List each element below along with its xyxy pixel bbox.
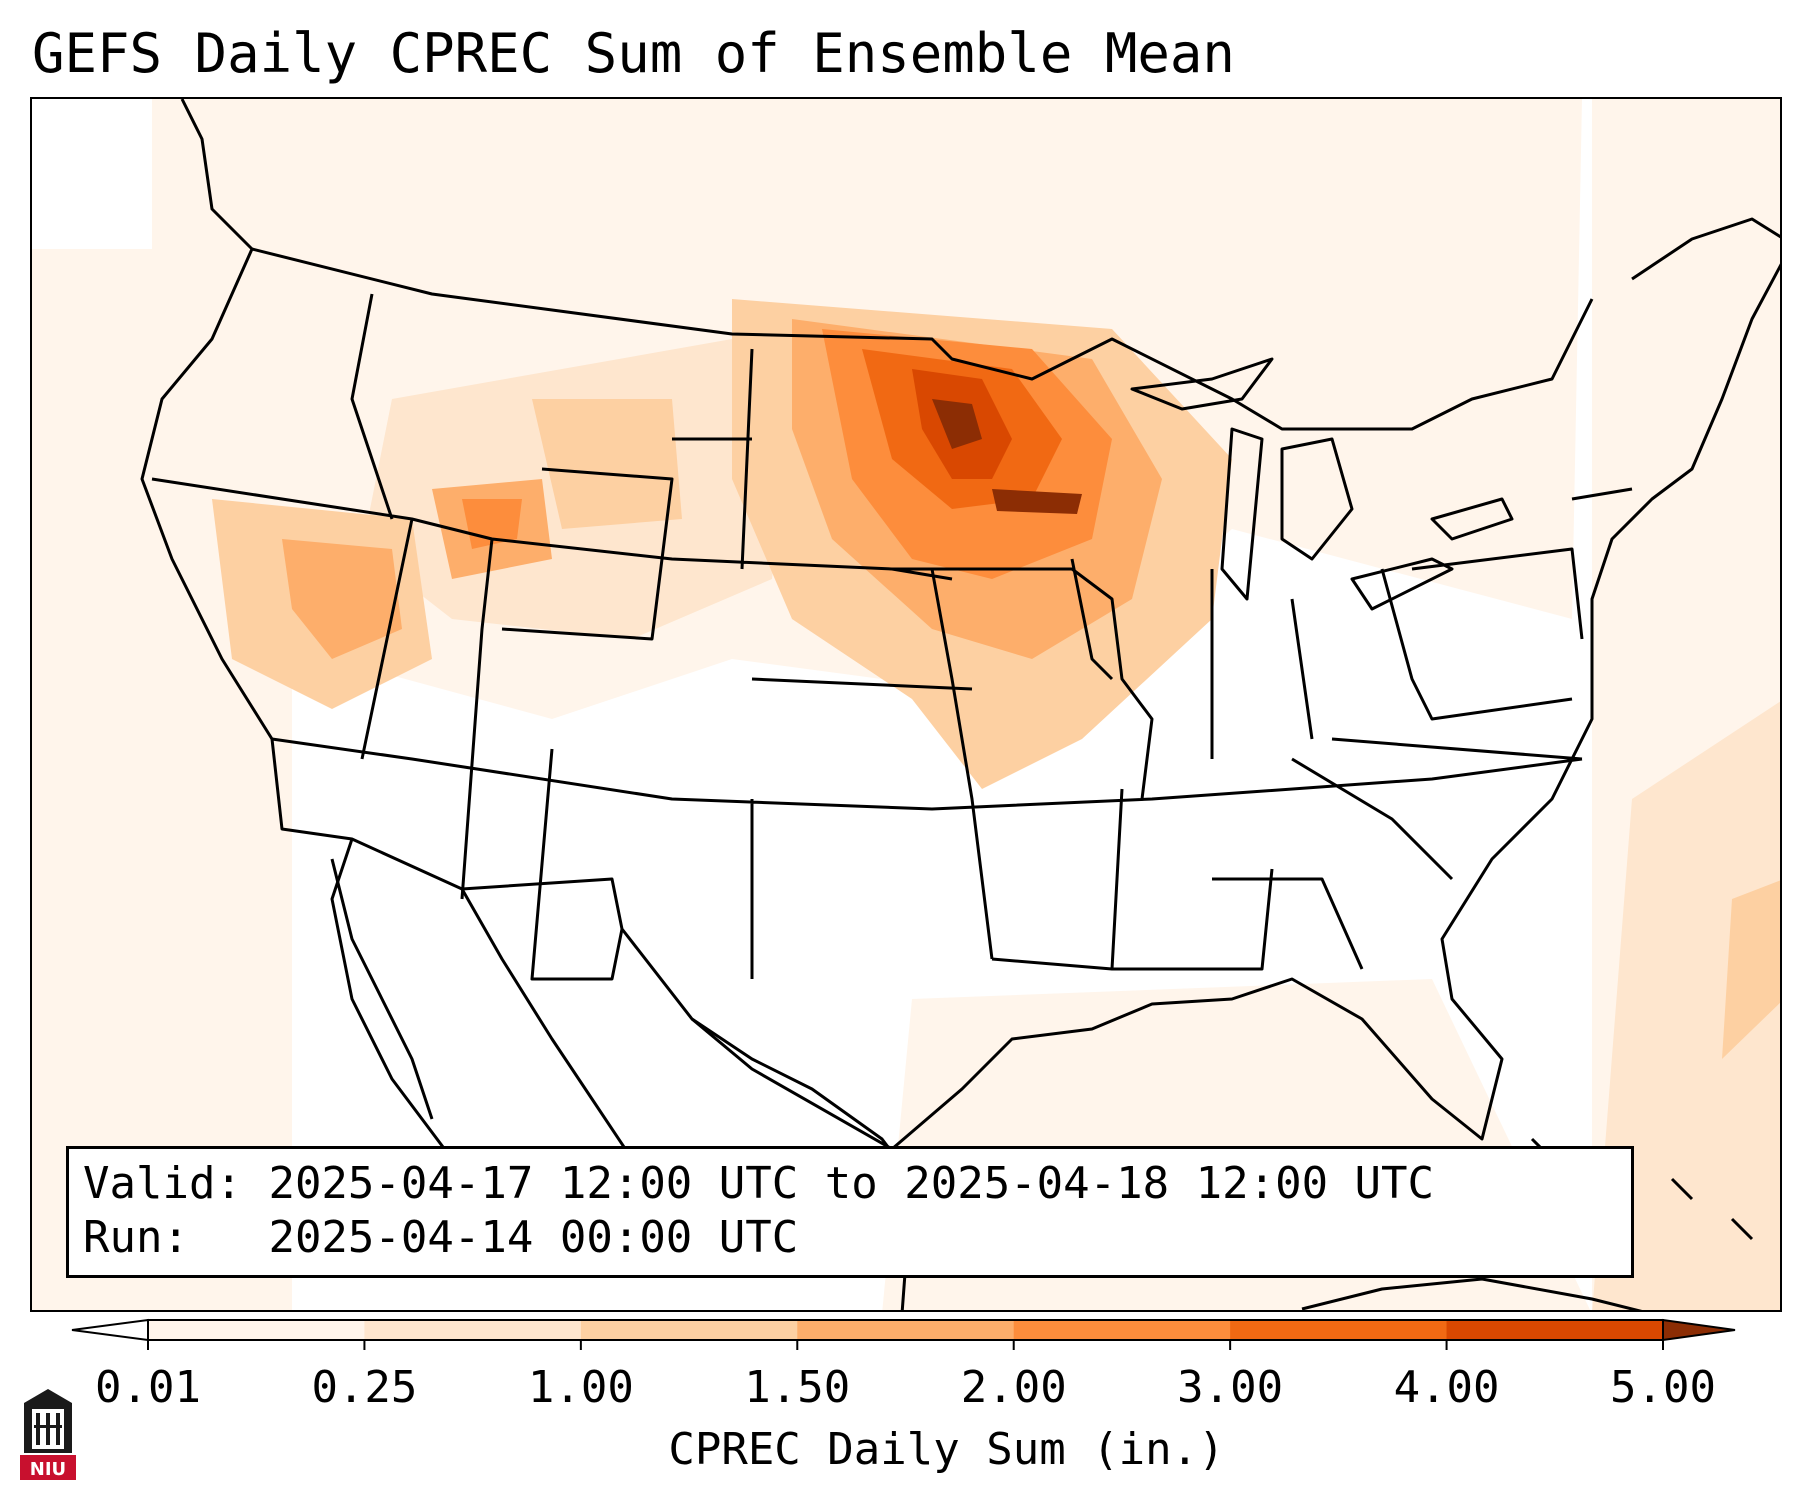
colorbar-label: CPREC Daily Sum (in.): [668, 1424, 1225, 1475]
valid-label: Valid:: [83, 1158, 242, 1209]
colorbar-segment: [1230, 1320, 1448, 1340]
precip-patch-nevada-core: [282, 539, 402, 659]
run-value: 2025-04-14 00:00 UTC: [268, 1212, 799, 1263]
colorbar-tick-label: 3.00: [1177, 1362, 1284, 1413]
precip-patch-atlantic-2: [1722, 880, 1780, 1059]
map-outlines: [140, 99, 1780, 1310]
colorbar-tick-label: 0.01: [95, 1362, 201, 1413]
svg-text:NIU: NIU: [30, 1459, 66, 1480]
colorbar-segments: [148, 1320, 1664, 1340]
colorbar-tick-label: 4.00: [1393, 1362, 1500, 1413]
niu-logo: NIU: [20, 1389, 76, 1480]
precip-patch-wyoming: [532, 399, 682, 529]
precip-region-midwest-max: [932, 399, 982, 449]
baja: [330, 858, 434, 1120]
colorbar-tick-label: 0.25: [311, 1362, 418, 1413]
precip-field-atlantic: [1592, 701, 1780, 1310]
colorbar-tick-label: 1.50: [744, 1362, 851, 1413]
precip-map: [32, 99, 1780, 1310]
state-lines: [151, 293, 1633, 981]
colorbar-tick-label: 2.00: [960, 1362, 1067, 1413]
map-panel: [30, 97, 1782, 1312]
colorbar-ticks: [147, 1340, 1664, 1350]
colorbar-segment: [1013, 1320, 1231, 1340]
colorbar-tick-label: 1.00: [527, 1362, 634, 1413]
colorbar-tick-label: 5.00: [1610, 1362, 1716, 1413]
colorbar-outline: [147, 1319, 1664, 1341]
canada-border: [251, 247, 1594, 431]
colorbar-segment: [148, 1320, 365, 1340]
colorbar-segment: [1446, 1320, 1664, 1340]
precip-region-iowa-max: [992, 489, 1082, 514]
nova-scotia: [1631, 217, 1780, 281]
chart-title: GEFS Daily CPREC Sum of Ensemble Mean: [32, 22, 1235, 85]
colorbar-segment: [580, 1320, 798, 1340]
colorbar-segment: [364, 1320, 582, 1340]
colorbar: [71, 1318, 1736, 1350]
cuba-outline: [1301, 1277, 1643, 1310]
us-outline: [140, 99, 1780, 1151]
valid-value: 2025-04-17 12:00 UTC to 2025-04-18 12:00…: [268, 1158, 1435, 1209]
valid-row: Valid: 2025-04-17 12:00 UTC to 2025-04-1…: [83, 1157, 1617, 1211]
run-row: Run: 2025-04-14 00:00 UTC: [83, 1211, 1617, 1265]
colorbar-segment: [797, 1320, 1015, 1340]
colorbar-extend-min: [71, 1318, 149, 1342]
great-lakes: [1130, 357, 1514, 611]
valid-time-box: Valid: 2025-04-17 12:00 UTC to 2025-04-1…: [66, 1146, 1634, 1278]
run-label: Run:: [83, 1212, 189, 1263]
colorbar-extend-max: [1662, 1318, 1736, 1342]
